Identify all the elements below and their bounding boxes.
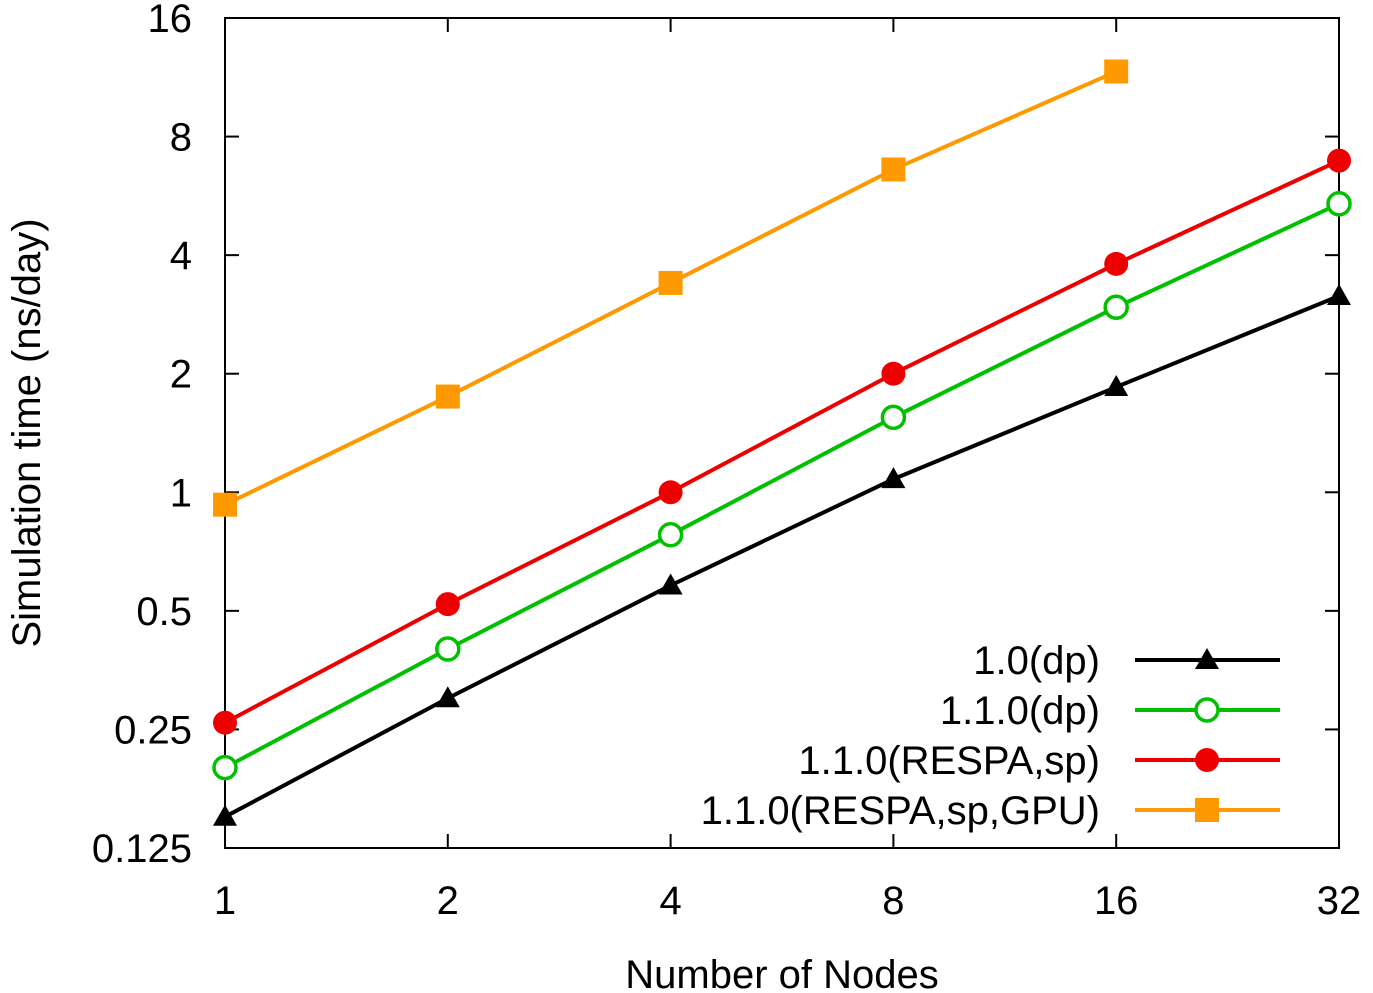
- filled-triangle-marker: [213, 804, 237, 826]
- y-tick-label: 4: [170, 234, 192, 278]
- legend: 1.0(dp) 1.1.0(dp) 1.1.0(RESPA,sp) 1.1.0(RES…: [701, 639, 1280, 833]
- y-tick-label: 0.5: [136, 590, 192, 634]
- y-tick-label: 2: [170, 353, 192, 397]
- x-axis-title: Number of Nodes: [625, 953, 938, 993]
- x-tick-label: 2: [437, 879, 459, 923]
- filled-square-marker: [213, 492, 237, 517]
- series-0: [213, 284, 1351, 826]
- x-tick-label: 16: [1094, 879, 1139, 923]
- y-tick-label: 0.125: [92, 827, 192, 871]
- y-tick-label: 0.25: [114, 708, 192, 752]
- open-circle-marker: [1194, 697, 1220, 723]
- filled-circle-marker: [435, 592, 460, 617]
- open-circle-marker: [880, 404, 907, 431]
- filled-circle-marker: [881, 361, 906, 386]
- x-tick-label: 32: [1317, 879, 1362, 923]
- y-axis: 0.125 0.25 0.5 1 2 4 8 16: [92, 0, 1339, 871]
- open-circle-marker: [657, 522, 684, 548]
- series-3: [213, 59, 1129, 517]
- filled-triangle-marker: [1104, 375, 1129, 397]
- open-circle-marker: [1103, 294, 1129, 320]
- filled-square-marker: [435, 384, 460, 409]
- series-line: [224, 158, 1340, 725]
- y-tick-label: 16: [148, 0, 193, 41]
- legend-entry: 1.0(dp): [973, 639, 1280, 683]
- legend-entry: 1.1.0(RESPA,sp): [798, 739, 1280, 783]
- y-tick-label: 8: [170, 116, 192, 160]
- y-axis-title: Simulation time (ns/day): [5, 218, 49, 647]
- filled-triangle-marker: [1327, 284, 1351, 306]
- series-line: [224, 201, 1340, 770]
- legend-label: 1.1.0(RESPA,sp): [798, 739, 1100, 783]
- filled-circle-marker: [658, 480, 683, 505]
- filled-circle-marker: [1104, 251, 1129, 276]
- series-1: [212, 191, 1352, 781]
- series-2: [213, 148, 1351, 735]
- open-circle-marker: [435, 636, 461, 662]
- filled-triangle-marker: [881, 467, 906, 489]
- filled-circle-marker: [1195, 748, 1219, 772]
- filled-square-marker: [881, 157, 906, 182]
- legend-label: 1.0(dp): [973, 639, 1100, 683]
- open-circle-marker: [212, 754, 238, 781]
- open-circle-marker: [1326, 191, 1352, 217]
- x-tick-label: 8: [882, 879, 904, 923]
- legend-entry: 1.1.0(dp): [940, 689, 1280, 733]
- filled-triangle-marker: [1195, 648, 1219, 669]
- filled-square-marker: [1195, 798, 1219, 822]
- x-tick-label: 4: [659, 879, 681, 923]
- y-tick-label: 1: [170, 471, 192, 515]
- filled-triangle-marker: [658, 573, 683, 595]
- filled-square-marker: [1104, 59, 1129, 84]
- x-axis: 1 2 4 8 16 32: [214, 18, 1361, 923]
- series-layer: [212, 59, 1352, 826]
- filled-circle-marker: [213, 710, 237, 735]
- series-line: [224, 294, 1340, 819]
- filled-triangle-marker: [435, 686, 460, 708]
- legend-label: 1.1.0(RESPA,sp,GPU): [701, 789, 1100, 833]
- plot-frame: [224, 17, 1340, 849]
- legend-entry: 1.1.0(RESPA,sp,GPU): [701, 789, 1280, 833]
- filled-circle-marker: [1327, 148, 1351, 173]
- legend-label: 1.1.0(dp): [940, 689, 1100, 733]
- filled-square-marker: [658, 270, 683, 295]
- x-tick-label: 1: [214, 879, 236, 923]
